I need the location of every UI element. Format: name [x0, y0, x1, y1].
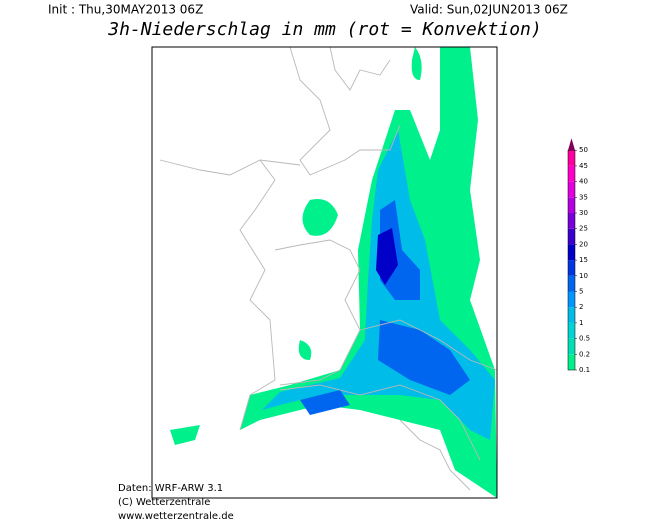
colorbar-segment — [568, 338, 575, 355]
colorbar-segment — [568, 307, 575, 323]
colorbar-segment — [568, 260, 575, 276]
colorbar-label: 2 — [579, 303, 583, 311]
colorbar-segment — [568, 197, 575, 213]
colorbar-label: 0.2 — [579, 350, 590, 358]
map-area — [151, 46, 498, 499]
colorbar-label: 35 — [579, 193, 588, 201]
colorbar-label: 0.1 — [579, 366, 590, 374]
colorbar-segment — [568, 213, 575, 229]
colorbar-arrow — [568, 138, 575, 151]
footer-line: (C) Wetterzentrale — [118, 497, 210, 508]
map-title: 3h-Niederschlag in mm (rot = Konvektion) — [107, 19, 541, 40]
footer-line: Daten: WRF-ARW 3.1 — [118, 483, 223, 494]
colorbar-label: 1 — [579, 319, 583, 327]
precip-light — [170, 47, 497, 498]
colorbar-segment — [568, 165, 575, 182]
colorbar-segment — [568, 322, 575, 339]
colorbar-label: 25 — [579, 225, 588, 233]
colorbar-segment — [568, 150, 575, 166]
colorbar-label: 40 — [579, 178, 588, 186]
valid-time: Valid: Sun,02JUN2013 06Z — [410, 3, 568, 17]
colorbar-segment — [568, 181, 575, 198]
colorbar-segment — [568, 275, 575, 292]
init-time: Init : Thu,30MAY2013 06Z — [48, 3, 203, 17]
colorbar-label: 20 — [579, 240, 588, 248]
colorbar-segment — [568, 354, 575, 370]
colorbar-label: 45 — [579, 162, 588, 170]
colorbar-label: 15 — [579, 256, 588, 264]
map-frame — [151, 46, 498, 499]
colorbar-label: 10 — [579, 272, 588, 280]
colorbar-label: 30 — [579, 209, 588, 217]
colorbar-label: 50 — [579, 146, 588, 154]
colorbar-label: 0.5 — [579, 335, 590, 343]
footer-line: www.wetterzentrale.de — [118, 511, 234, 520]
precip-intense — [376, 228, 398, 285]
country-borders — [159, 47, 497, 491]
colorbar-label: 5 — [579, 288, 583, 296]
colorbar-segment — [568, 228, 575, 245]
colorbar-segment — [568, 291, 575, 308]
colorbar-segment — [568, 244, 575, 261]
